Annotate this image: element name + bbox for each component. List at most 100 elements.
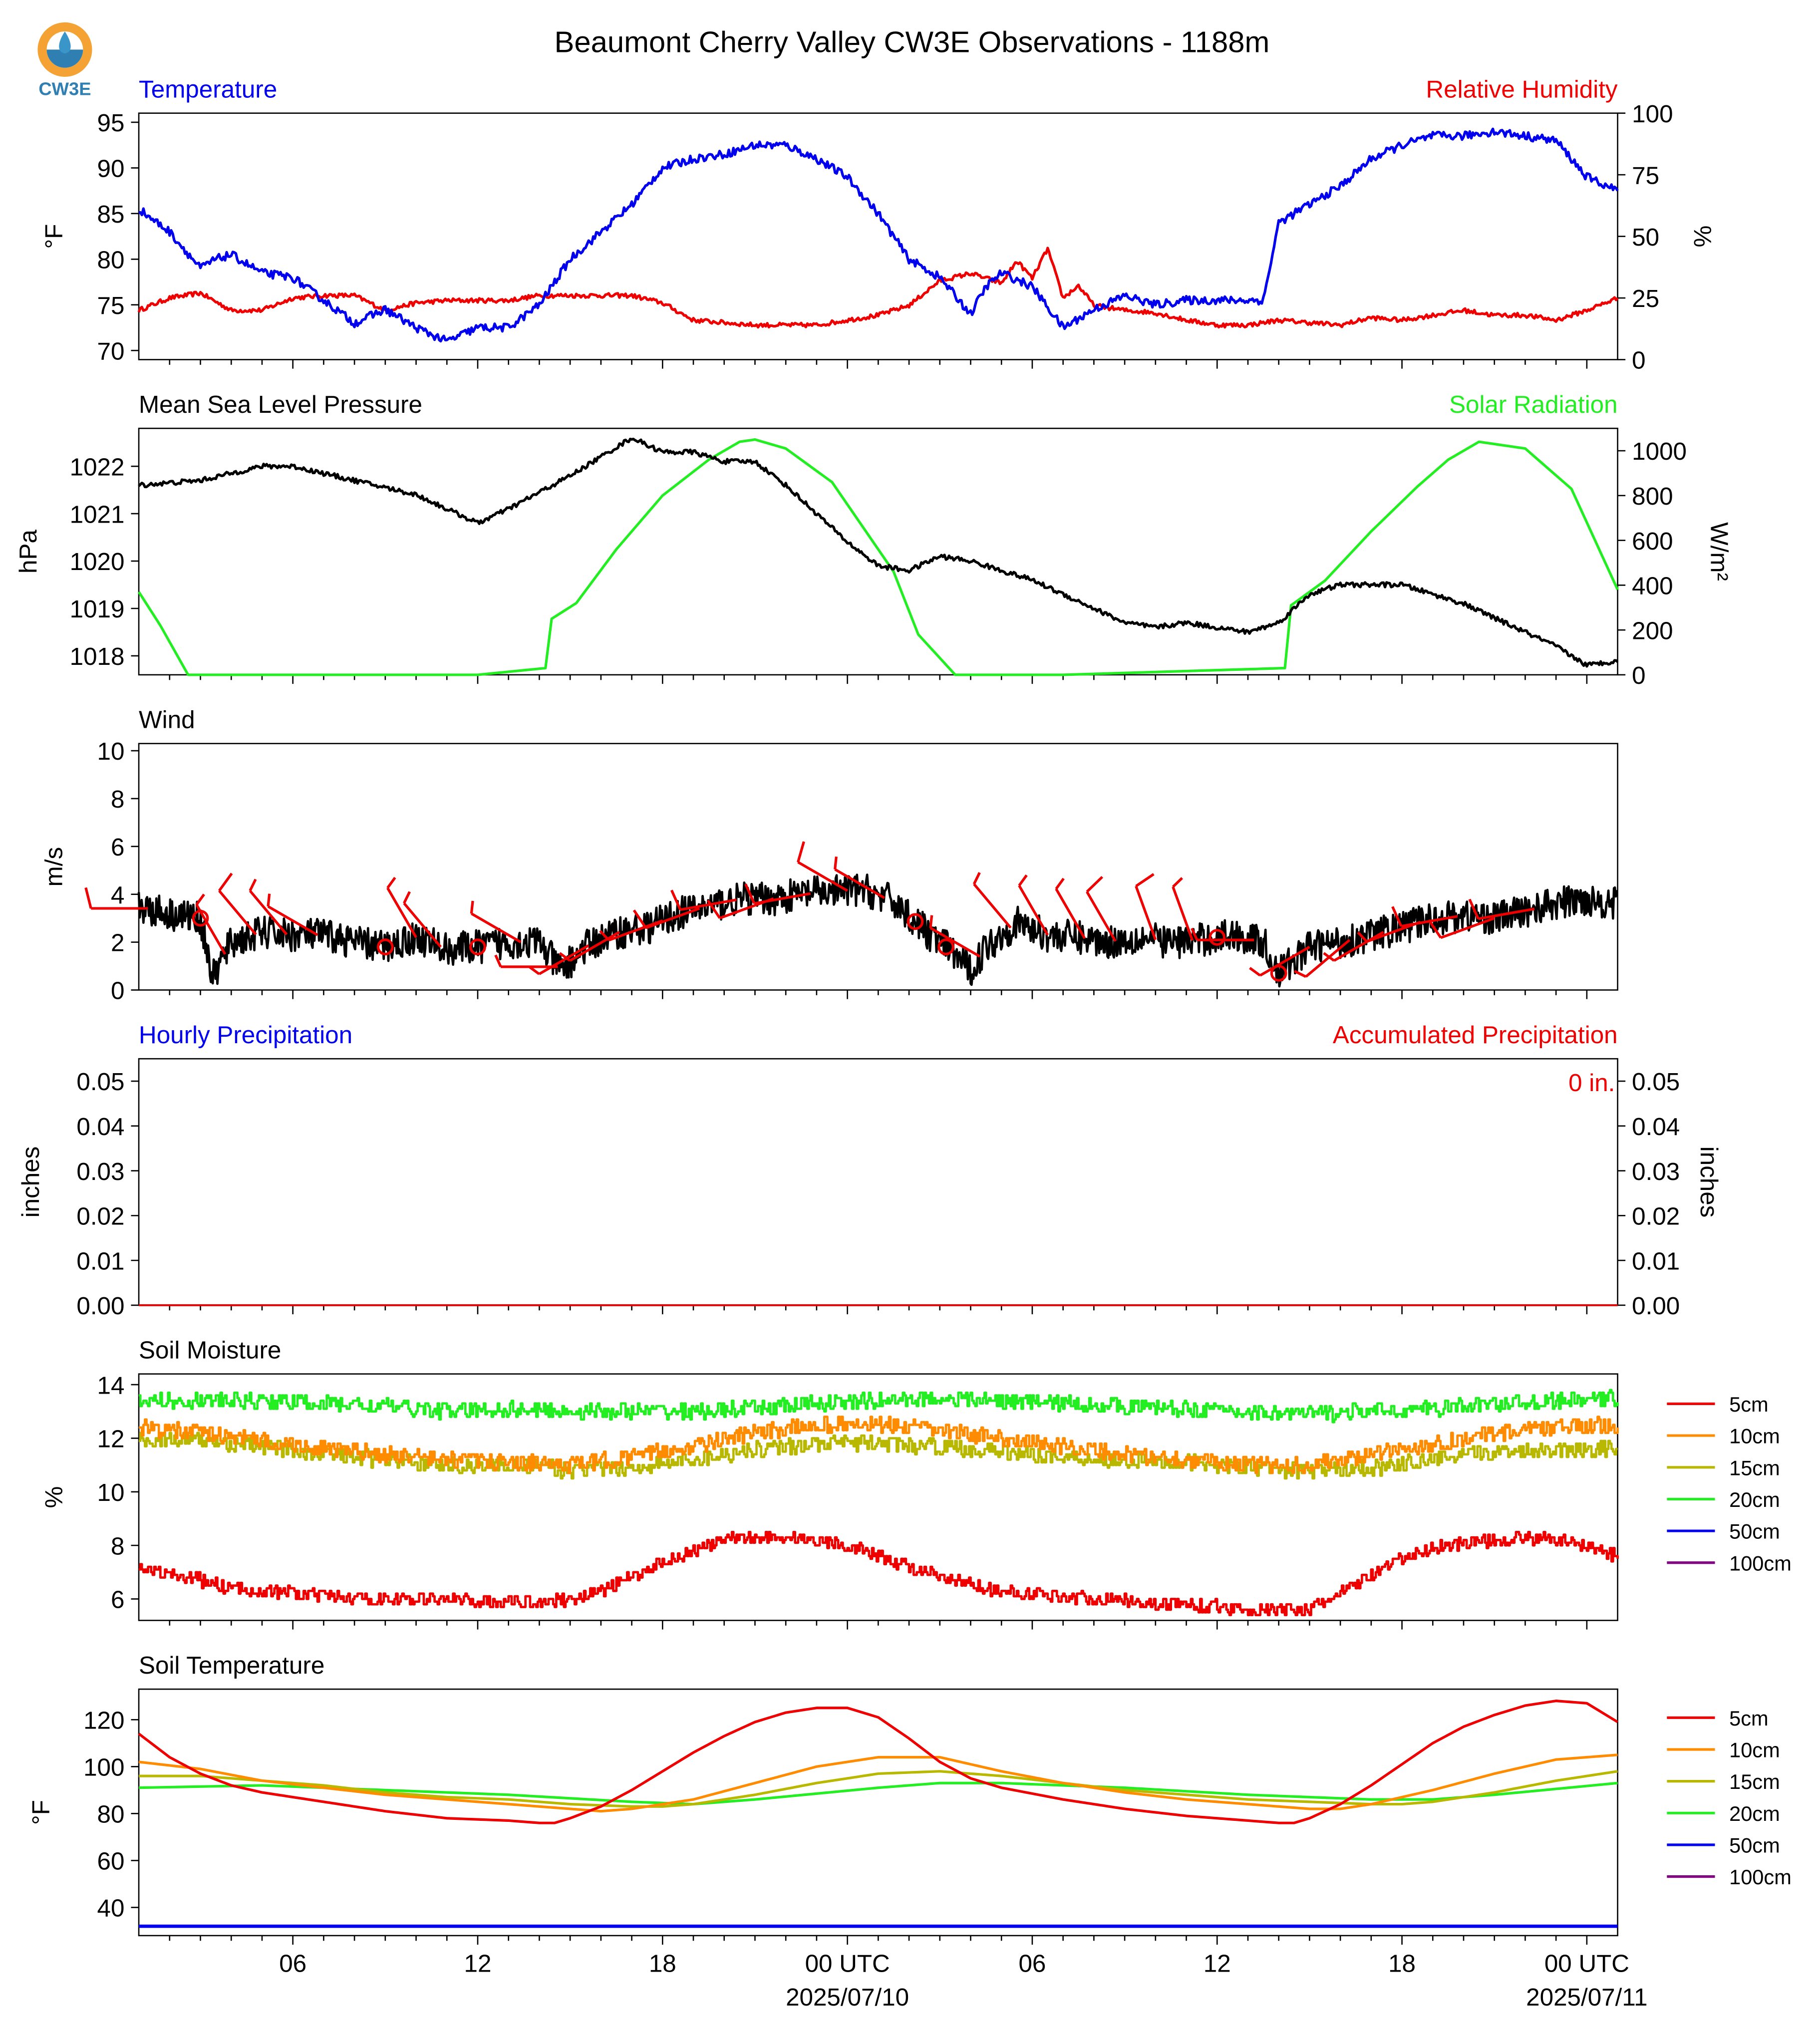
wind-barb [218,889,257,935]
wind-barb-flag [267,893,271,907]
logo-text: CW3E [38,78,91,99]
soilt-legend-label: 10cm [1729,1738,1780,1762]
wind-calm-marker [469,938,486,956]
wind-barb [403,902,442,948]
soilt-y-tick-label: 40 [97,1895,125,1922]
precip-left-label: Hourly Precipitation [139,1021,352,1049]
soilt-legend-label: 5cm [1729,1707,1769,1730]
x-date-label: 2025/07/11 [1526,1984,1647,2011]
precip-y-tick-label: 0.02 [76,1203,124,1230]
temp-y2-tick-label: 75 [1632,162,1659,189]
wind-barb-flag [1086,875,1104,893]
temperature-line [138,127,1619,343]
precip-y-tick-label: 0.04 [76,1113,124,1141]
soilm-legend-label: 15cm [1729,1456,1780,1479]
pressure-y2-tick-label: 1000 [1632,438,1687,465]
x-tick-label: 12 [1204,1950,1231,1978]
precip-y2-tick-label: 0.02 [1632,1203,1680,1230]
wind-barb-flag [528,965,540,975]
wind-barb [1333,931,1384,962]
wind-y-tick-label: 0 [111,977,124,1005]
wind-barb-flag [744,883,756,904]
wind-barb-flag [1191,927,1199,941]
precipitation-panel: Hourly Precipitation Accumulated Precipit… [17,1021,1723,1320]
soilt-legend-label: 15cm [1729,1770,1780,1793]
wind-barb [973,883,1012,929]
temp-y-tick-label: 95 [97,109,125,137]
soilt-left-unit: °F [27,1800,55,1825]
soilm-legend-label: 10cm [1729,1425,1780,1448]
pressure-left-label: Mean Sea Level Pressure [139,391,422,418]
wind-barb-flag [1428,919,1442,939]
pressure-y2-tick-label: 200 [1632,617,1673,644]
wind-y-tick-label: 10 [97,738,125,765]
wind-barb [1478,907,1535,920]
wind-barb-flag [1357,931,1368,943]
soilm-legend-label: 50cm [1729,1520,1780,1543]
soilm-y-tick-label: 8 [111,1532,124,1560]
precip-y2-tick-label: 0.05 [1632,1068,1680,1096]
wind-barb [1018,884,1049,936]
x-tick-label: 06 [1018,1950,1046,1978]
temp-right-label: Relative Humidity [1426,76,1618,103]
precip-y-tick-label: 0.00 [76,1292,124,1320]
pressure-y-tick-label: 1021 [70,501,125,528]
wind-barb-flag [929,915,933,928]
wind-left-label: Wind [139,706,195,733]
wind-calm-marker [376,938,394,956]
temp-right-unit: % [1689,226,1716,248]
soilm-y-tick-label: 6 [111,1586,124,1614]
soilt-y-tick-label: 80 [97,1801,125,1828]
soil-moisture-20cm-line [139,1389,1619,1424]
temp-y-tick-label: 80 [97,246,125,274]
soil-temperature-5cm-line [138,1700,1618,1824]
wind-barb-flag [706,899,721,919]
wind-barb [267,905,318,936]
temp-y2-tick-label: 50 [1632,224,1659,251]
x-tick-label: 06 [279,1950,306,1978]
wind-barb-flag [599,930,610,941]
wind-barb [929,926,981,958]
wind-barb [195,904,227,955]
x-tick-label: 00 UTC [1544,1950,1629,1978]
wind-panel: Wind 0 2 4 6 8 10 m/s [40,706,1618,1005]
wind-barb [645,907,700,929]
pressure-y2-tick-label: 800 [1632,483,1673,510]
wind-barb [249,889,288,935]
solar-radiation-line [137,438,1619,676]
precip-y2-tick-label: 0.03 [1632,1158,1680,1185]
x-tick-label: 18 [649,1950,676,1978]
wind-barb-flag [1172,877,1183,888]
soilt-left-label: Soil Temperature [139,1652,324,1679]
soilt-legend-label: 100cm [1729,1865,1792,1889]
soil-moisture-5cm-line [139,1530,1619,1617]
wind-barb-flag [195,893,205,906]
wind-barb-flag [797,841,805,863]
temp-y-tick-label: 70 [97,337,125,365]
precip-y2-tick-label: 0.00 [1632,1292,1680,1320]
x-tick-label: 12 [464,1950,492,1978]
logo-drop-icon [59,31,71,54]
soilm-y-tick-label: 14 [97,1372,125,1399]
wind-barb-flag [494,954,502,967]
pressure-y2-tick-label: 0 [1632,662,1645,689]
precip-y2-tick-label: 0.01 [1632,1247,1680,1275]
x-tick-label: 18 [1388,1950,1416,1978]
wind-barb-flag [559,952,571,962]
pressure-right-label: Solar Radiation [1449,391,1618,418]
precip-right-unit: inches [1695,1147,1723,1218]
soilt-y-tick-label: 120 [83,1707,124,1734]
soil-temperature-10cm-line [138,1753,1618,1813]
precip-y-tick-label: 0.03 [76,1158,124,1185]
x-date-label: 2025/07/10 [786,1984,909,2011]
wind-barb-flag [218,872,233,892]
wind-barb [754,892,811,905]
precip-right-label: Accumulated Precipitation [1333,1021,1618,1049]
temp-y2-tick-label: 0 [1632,347,1645,374]
wind-barb [1055,888,1086,939]
wind-barb-flag [1055,877,1065,890]
soilm-legend-label: 100cm [1729,1551,1792,1575]
soilm-y-tick-label: 12 [97,1426,125,1453]
precip-left-unit: inches [17,1147,44,1218]
